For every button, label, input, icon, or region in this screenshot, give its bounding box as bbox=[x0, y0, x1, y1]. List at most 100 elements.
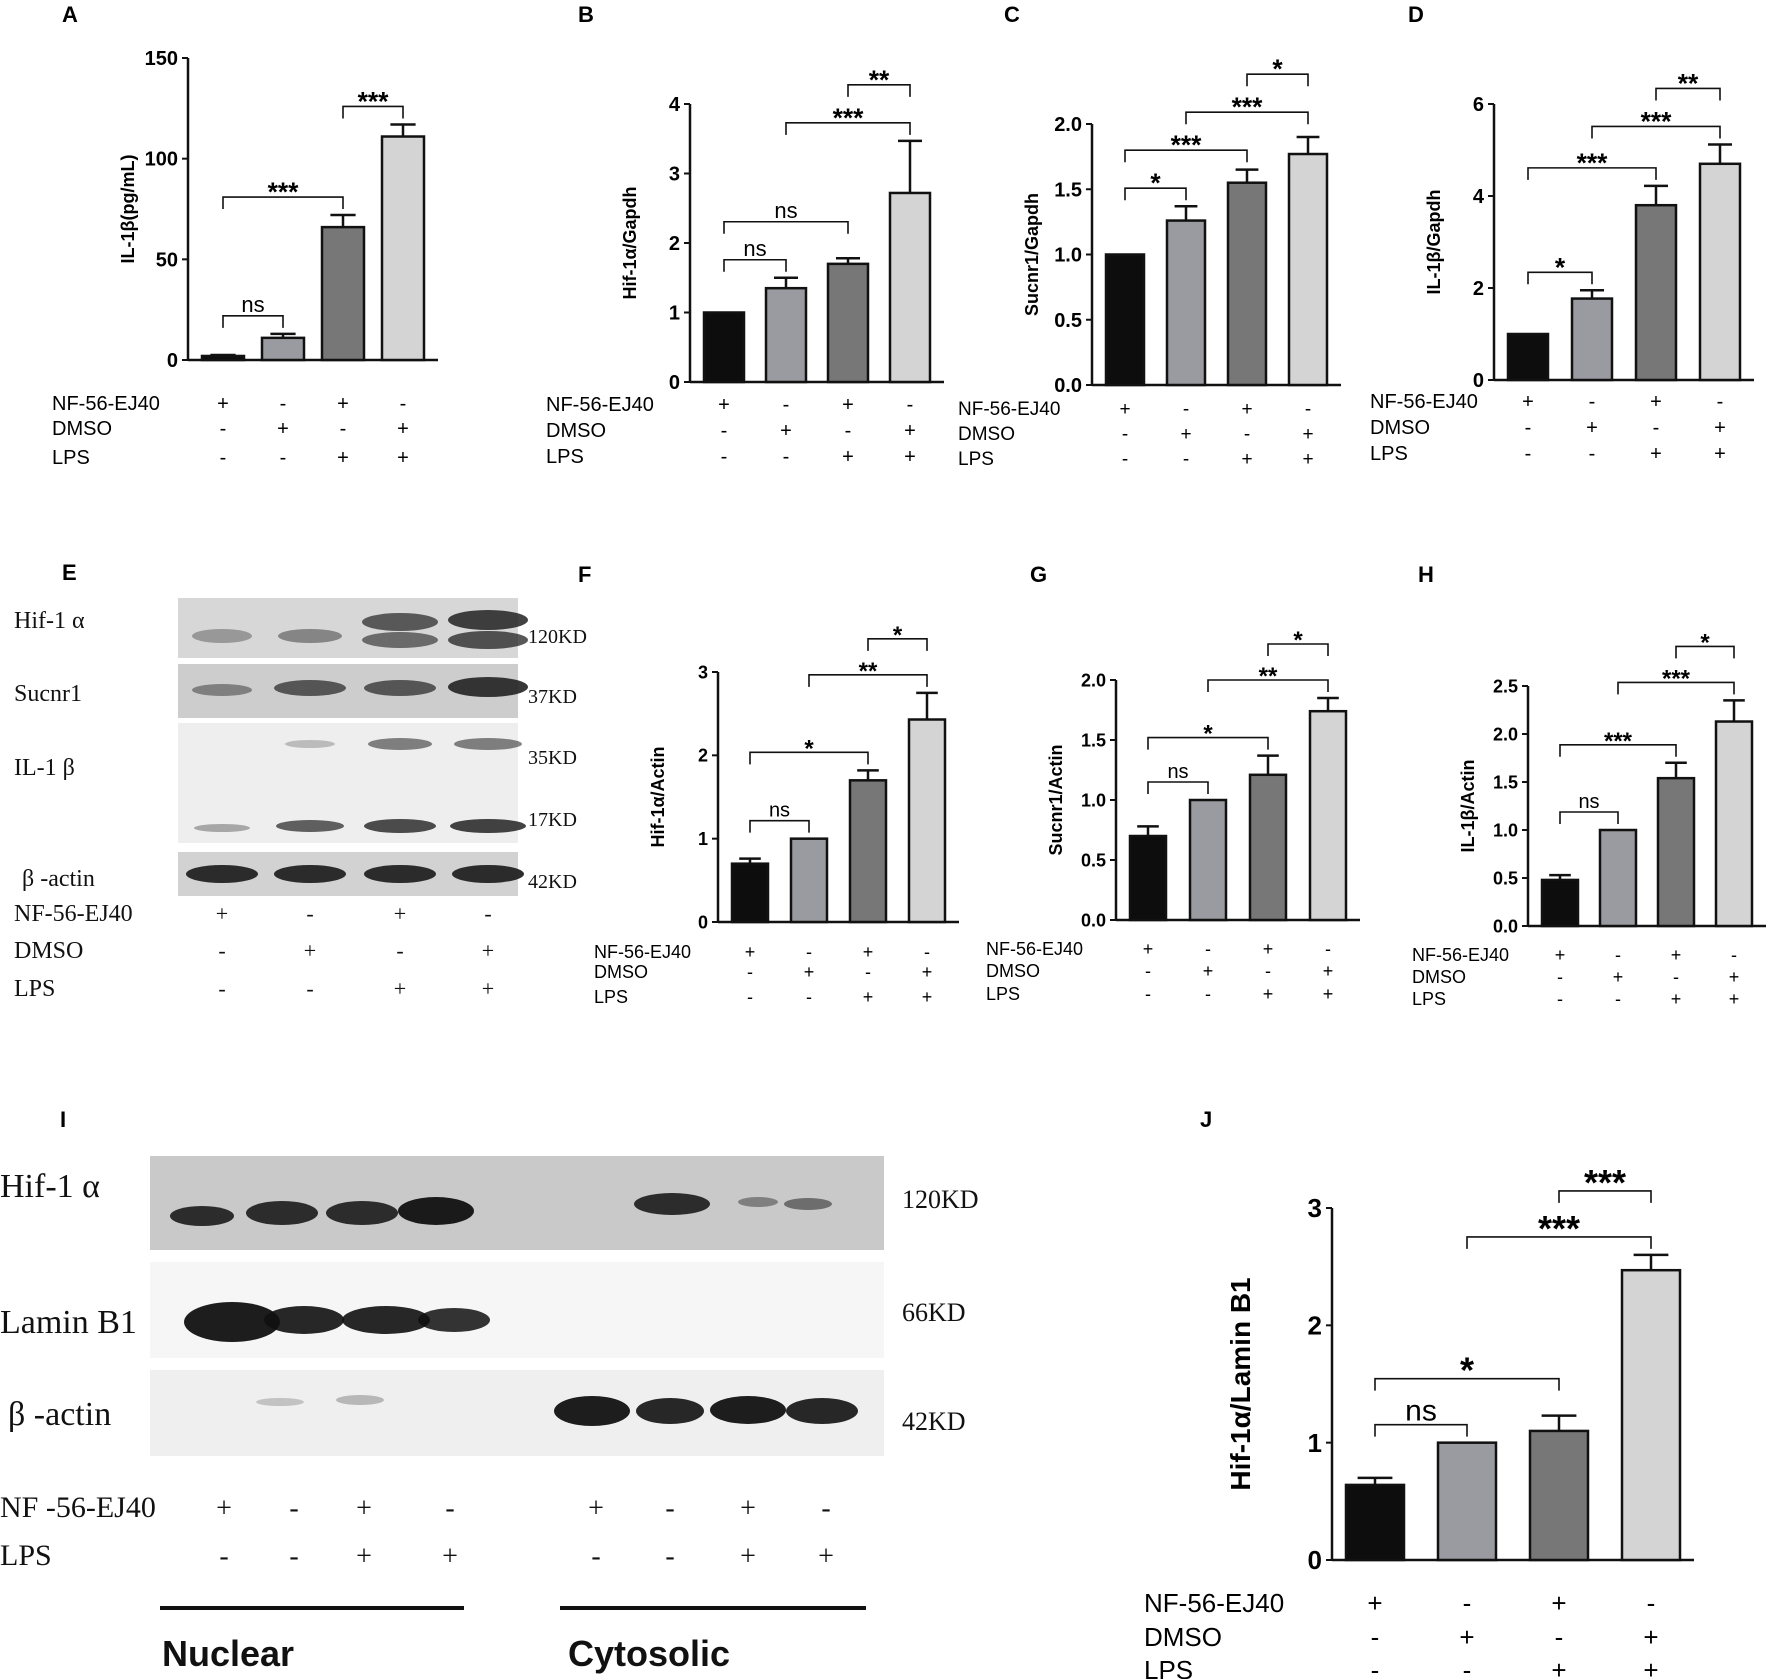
blot-strip-hif1a bbox=[178, 598, 518, 658]
chart-panel-C: C0.00.51.01.52.0Sucnr1/Gapdh********NF-5… bbox=[958, 2, 1341, 470]
treatment-row-label: LPS bbox=[52, 447, 90, 469]
sign: + bbox=[394, 976, 406, 1001]
treatment-row-label: DMSO bbox=[1144, 1622, 1222, 1652]
bar-F-2 bbox=[848, 779, 888, 924]
blot-I-strip-laminb1 bbox=[150, 1262, 884, 1358]
treatment-sign: - bbox=[1183, 449, 1189, 470]
treatment-sign: - bbox=[845, 420, 852, 442]
treatment-sign: - bbox=[783, 394, 790, 416]
band bbox=[285, 740, 335, 748]
sign: - bbox=[218, 976, 225, 1001]
band bbox=[636, 1398, 704, 1424]
blot-E-row-lps: LPS bbox=[14, 976, 55, 1002]
sig-label: ** bbox=[1678, 68, 1699, 98]
y-tick-label: 1.0 bbox=[1054, 245, 1082, 267]
treatment-sign: - bbox=[1205, 984, 1211, 1004]
band bbox=[274, 865, 346, 883]
bar-G-1 bbox=[1188, 798, 1228, 922]
bar-G-2 bbox=[1248, 773, 1288, 922]
group-label-cytosolic: Cytosolic bbox=[568, 1633, 730, 1674]
treatment-sign: + bbox=[1522, 391, 1534, 413]
sig-label: ns bbox=[769, 800, 790, 822]
band bbox=[326, 1201, 398, 1225]
sig-label: *** bbox=[358, 86, 390, 116]
sig-bracket bbox=[1374, 1423, 1468, 1437]
treatment-sign: - bbox=[865, 962, 871, 982]
sig-label: ** bbox=[1259, 663, 1278, 690]
treatment-row-label: NF-56-EJ40 bbox=[52, 393, 160, 415]
sig-label: * bbox=[893, 622, 903, 649]
bar-H-1 bbox=[1598, 828, 1638, 928]
band bbox=[170, 1206, 234, 1226]
treatment-sign: + bbox=[804, 962, 815, 982]
treatment-row-label: DMSO bbox=[958, 424, 1015, 445]
y-tick-label: 0.0 bbox=[1054, 375, 1082, 397]
blot-I-bands bbox=[170, 1193, 858, 1426]
y-tick-label: 2.5 bbox=[1493, 676, 1518, 696]
blot-E-weight-120: 120KD bbox=[528, 626, 587, 648]
bar-D-0 bbox=[1506, 332, 1550, 382]
bar-J-2 bbox=[1528, 1429, 1590, 1562]
blot-E-weight-17: 17KD bbox=[528, 809, 577, 831]
treatment-row-label: DMSO bbox=[986, 961, 1040, 981]
treatment-sign: - bbox=[1525, 417, 1532, 439]
bar-D-1 bbox=[1570, 297, 1614, 382]
blot-I-weight-66: 66KD bbox=[902, 1298, 966, 1327]
bar-A-0 bbox=[200, 354, 246, 362]
blot-E-signs: + - + - - + - + - - + + bbox=[216, 901, 494, 1001]
treatment-row-label: DMSO bbox=[52, 418, 112, 440]
bar-B-1 bbox=[764, 286, 808, 384]
treatment-row-label: NF-56-EJ40 bbox=[546, 394, 654, 416]
treatment-sign: + bbox=[1586, 417, 1598, 439]
y-tick-label: 0.5 bbox=[1493, 868, 1518, 888]
band bbox=[418, 1308, 490, 1332]
treatment-sign: - bbox=[1265, 961, 1271, 981]
y-tick-label: 1.5 bbox=[1054, 179, 1082, 201]
treatment-sign: + bbox=[1302, 449, 1313, 470]
treatment-sign: - bbox=[1325, 939, 1331, 959]
treatment-row-label: LPS bbox=[546, 446, 584, 468]
sig-bracket bbox=[785, 122, 911, 135]
sig-label: *** bbox=[833, 103, 865, 133]
y-tick-label: 1 bbox=[1308, 1428, 1322, 1458]
treatment-sign: - bbox=[806, 987, 812, 1007]
sig-bracket bbox=[1559, 811, 1619, 824]
sig-label: *** bbox=[1171, 130, 1203, 160]
group-label-nuclear: Nuclear bbox=[162, 1633, 294, 1674]
sig-bracket bbox=[867, 638, 928, 651]
sig-bracket bbox=[723, 220, 849, 234]
band bbox=[634, 1193, 710, 1215]
treatment-sign: - bbox=[1371, 1622, 1380, 1652]
sig-label: * bbox=[1700, 629, 1710, 656]
y-axis-label: IL-1β/Gapdh bbox=[1424, 190, 1444, 295]
sign: - bbox=[396, 938, 403, 963]
sign: + bbox=[482, 976, 494, 1001]
bar-H-0 bbox=[1540, 878, 1580, 928]
blot-I-row-lps: LPS bbox=[0, 1539, 52, 1572]
treatment-sign: - bbox=[1145, 961, 1151, 981]
band bbox=[194, 824, 250, 832]
bar-F-0 bbox=[730, 862, 770, 924]
sig-bracket bbox=[1466, 1236, 1652, 1249]
y-axis-label: IL-1β(pg/mL) bbox=[118, 155, 138, 264]
blot-I-weight-120: 120KD bbox=[902, 1185, 979, 1214]
y-axis-label: Sucnr1/Gapdh bbox=[1022, 193, 1042, 316]
treatment-sign: + bbox=[1714, 417, 1726, 439]
treatment-sign: + bbox=[1643, 1655, 1658, 1679]
band bbox=[264, 1306, 344, 1334]
sig-bracket bbox=[222, 196, 344, 210]
treatment-sign: + bbox=[1180, 424, 1191, 445]
bar-D-2 bbox=[1634, 203, 1678, 382]
sig-label: ns bbox=[1167, 761, 1188, 783]
sign: + bbox=[818, 1541, 834, 1572]
treatment-sign: - bbox=[280, 393, 287, 415]
bar-F-3 bbox=[907, 718, 947, 924]
treatment-sign: + bbox=[1241, 449, 1252, 470]
treatment-sign: - bbox=[340, 418, 347, 440]
sig-bracket bbox=[1527, 167, 1657, 180]
sig-bracket bbox=[1185, 111, 1309, 125]
bar-A-1 bbox=[260, 336, 306, 362]
bar-B-3 bbox=[888, 191, 932, 384]
